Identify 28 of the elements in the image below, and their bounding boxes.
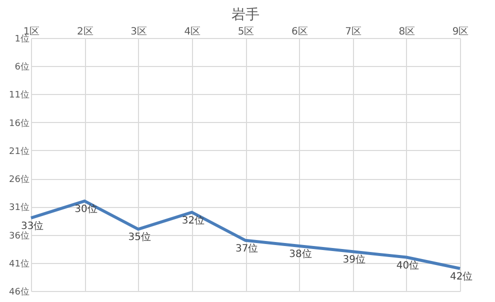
data-label: 38位 xyxy=(289,248,312,260)
x-tick-label: 7区 xyxy=(345,26,362,38)
x-tick-label: 6区 xyxy=(291,26,308,38)
data-label: 37位 xyxy=(236,242,258,254)
y-tick-label: 11位 xyxy=(9,90,30,101)
x-tick-label: 5区 xyxy=(238,26,254,38)
x-tick-label: 3区 xyxy=(130,26,147,38)
x-tick-label: 4区 xyxy=(184,26,201,38)
data-label: 33位 xyxy=(21,220,44,232)
y-tick-label: 16位 xyxy=(9,118,30,129)
x-tick-label: 9区 xyxy=(452,26,469,38)
data-label: 40位 xyxy=(396,259,420,272)
data-label: 32位 xyxy=(182,214,205,226)
data-label: 39位 xyxy=(342,254,366,266)
y-tick-label: 26位 xyxy=(9,174,30,186)
x-tick-label: 2区 xyxy=(76,26,94,38)
data-label: 30位 xyxy=(74,203,98,216)
y-tick-label: 36位 xyxy=(9,230,30,242)
y-tick-label: 21位 xyxy=(9,146,30,157)
y-tick-label: 6位 xyxy=(14,62,30,73)
y-tick-label: 41位 xyxy=(9,258,30,270)
chart-title: 岩手 xyxy=(232,7,260,23)
x-tick-label: 8区 xyxy=(398,26,416,38)
y-tick-label: 1位 xyxy=(14,34,30,44)
data-label: 42位 xyxy=(450,270,473,283)
y-tick-label: 31位 xyxy=(9,202,30,214)
data-label: 35位 xyxy=(128,231,151,244)
y-tick-label: 46位 xyxy=(9,286,30,298)
